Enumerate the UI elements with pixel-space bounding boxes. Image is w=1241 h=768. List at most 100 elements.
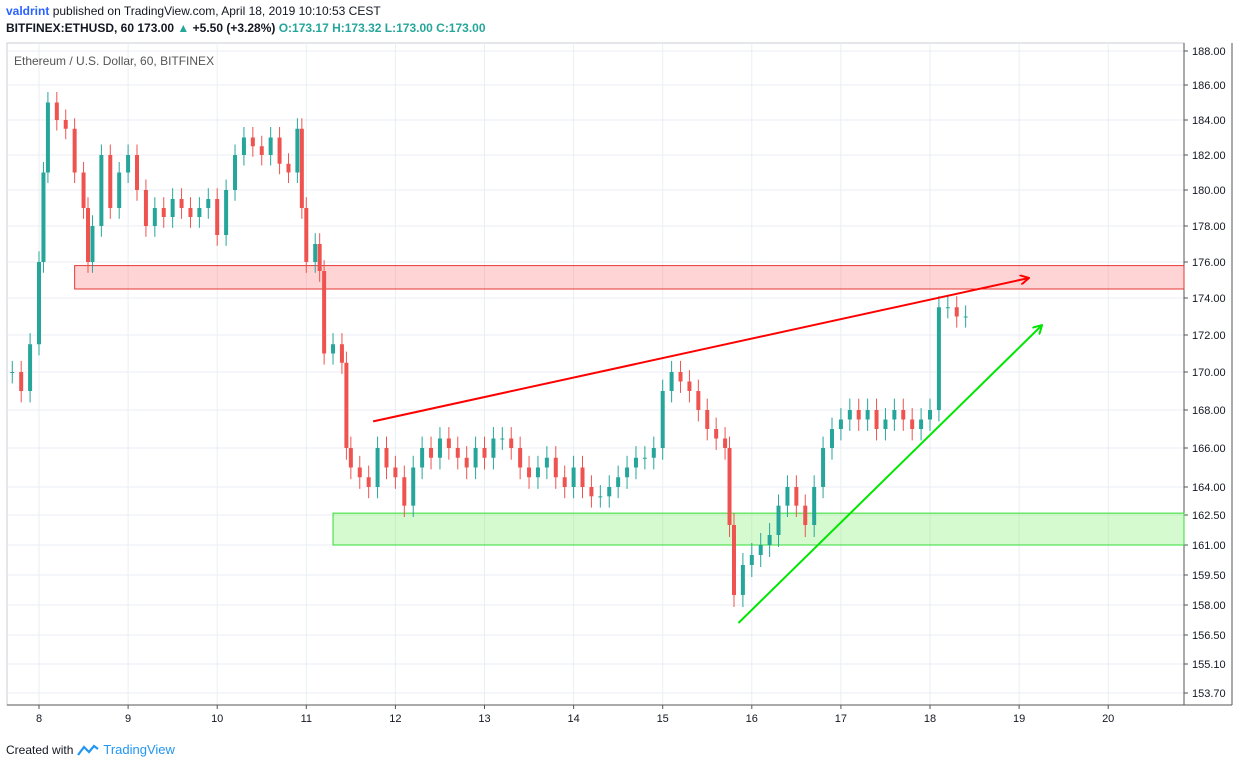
author-name[interactable]: valdrint [6,4,50,18]
lower-trendline [737,326,1041,624]
candle-body [464,457,469,468]
candle-body [838,419,843,429]
candle-body [482,448,487,458]
candle-body [660,391,665,448]
candle-body [304,208,309,262]
candle-body [678,372,683,382]
y-tick-label: 155.10 [1192,659,1226,671]
candle-body [215,199,220,235]
candle-body [892,410,897,420]
y-tick-label: 168.00 [1192,405,1226,417]
candle-body [10,372,15,373]
x-tick-label: 14 [567,713,579,725]
candle-body [776,505,781,535]
up-arrow-icon: ▲ [177,21,190,35]
published-text: published on TradingView.com, April 18, … [52,4,381,18]
candle-body [81,172,86,208]
candle-body [740,565,745,595]
candle-body [99,155,104,226]
candle-body [286,163,291,173]
candle-body [919,419,924,429]
candle-body [117,172,122,208]
candle-body [865,410,870,420]
candle-body [883,419,888,429]
plot-area [6,42,1185,706]
candle-body [616,477,621,487]
symbol-line: BITFINEX:ETHUSD, 60 173.00 [6,21,175,35]
x-tick-label: 15 [657,713,669,725]
publish-info: valdrint published on TradingView.com, A… [6,4,381,18]
candle-body [473,448,478,468]
candle-body [72,128,77,173]
candle-body [633,457,638,468]
candle-body [598,496,603,498]
candle-body [767,535,772,545]
candle-body [518,448,523,468]
candle-body [607,487,612,497]
candle-body [206,199,211,208]
candle-body [375,448,380,487]
upper-trendline [372,278,1028,423]
candle-body [429,448,434,458]
candle-body [170,199,175,217]
brand-label[interactable]: TradingView [103,742,175,757]
candle-body [344,362,349,448]
change-text: +5.50 (+3.28%) [192,21,276,35]
candle-body [313,244,318,262]
y-tick-label: 159.50 [1192,570,1226,582]
candle-body [535,467,540,478]
candle-body [856,410,861,420]
candle-body [224,190,229,235]
candle-body [420,448,425,468]
candle-body [197,208,202,217]
candle-body [758,545,763,555]
candle-body [687,381,692,391]
candle-body [954,307,959,317]
symbol-info: BITFINEX:ETHUSD, 60 173.00 ▲ +5.50 (+3.2… [6,21,486,35]
candle-body [696,391,701,410]
x-tick-label: 20 [1102,713,1114,725]
x-tick-label: 16 [746,713,758,725]
candle-body [580,467,585,487]
candle-body [527,467,532,478]
candle-body [491,438,496,458]
x-tick-label: 10 [211,713,223,725]
candle-body [589,487,594,497]
candle-body [233,155,238,190]
tradingview-logo-icon [77,743,100,756]
y-tick-label: 188.00 [1192,46,1226,58]
candle-body [500,438,505,440]
candle-body [179,199,184,208]
y-tick-label: 176.00 [1192,257,1226,269]
y-tick-label: 174.00 [1192,293,1226,305]
resistance-zone [74,265,1185,290]
x-tick-label: 12 [389,713,401,725]
candle-body [785,487,790,506]
candle-body [553,457,558,478]
y-tick-label: 186.00 [1192,80,1226,92]
candle-body [339,344,344,363]
candle-body [749,555,754,565]
candle-body [731,525,736,595]
candle-body [651,448,656,458]
candle-body [455,448,460,458]
candle-body [963,316,968,318]
y-tick-label: 166.00 [1192,443,1226,455]
candle-body [393,467,398,478]
candle-body [366,477,371,487]
y-tick-label: 158.00 [1192,600,1226,612]
candle-body [705,410,710,429]
candle-body [331,344,336,354]
y-tick-label: 182.00 [1192,150,1226,162]
candle-body [259,146,264,155]
y-tick-label: 184.00 [1192,115,1226,127]
y-tick-label: 156.50 [1192,630,1226,642]
candle-body [874,410,879,429]
candle-body [727,448,732,525]
candle-body [544,457,549,468]
candle-body [90,226,95,262]
candle-body [241,137,246,155]
candle-body [803,505,808,525]
candle-body [268,137,273,155]
